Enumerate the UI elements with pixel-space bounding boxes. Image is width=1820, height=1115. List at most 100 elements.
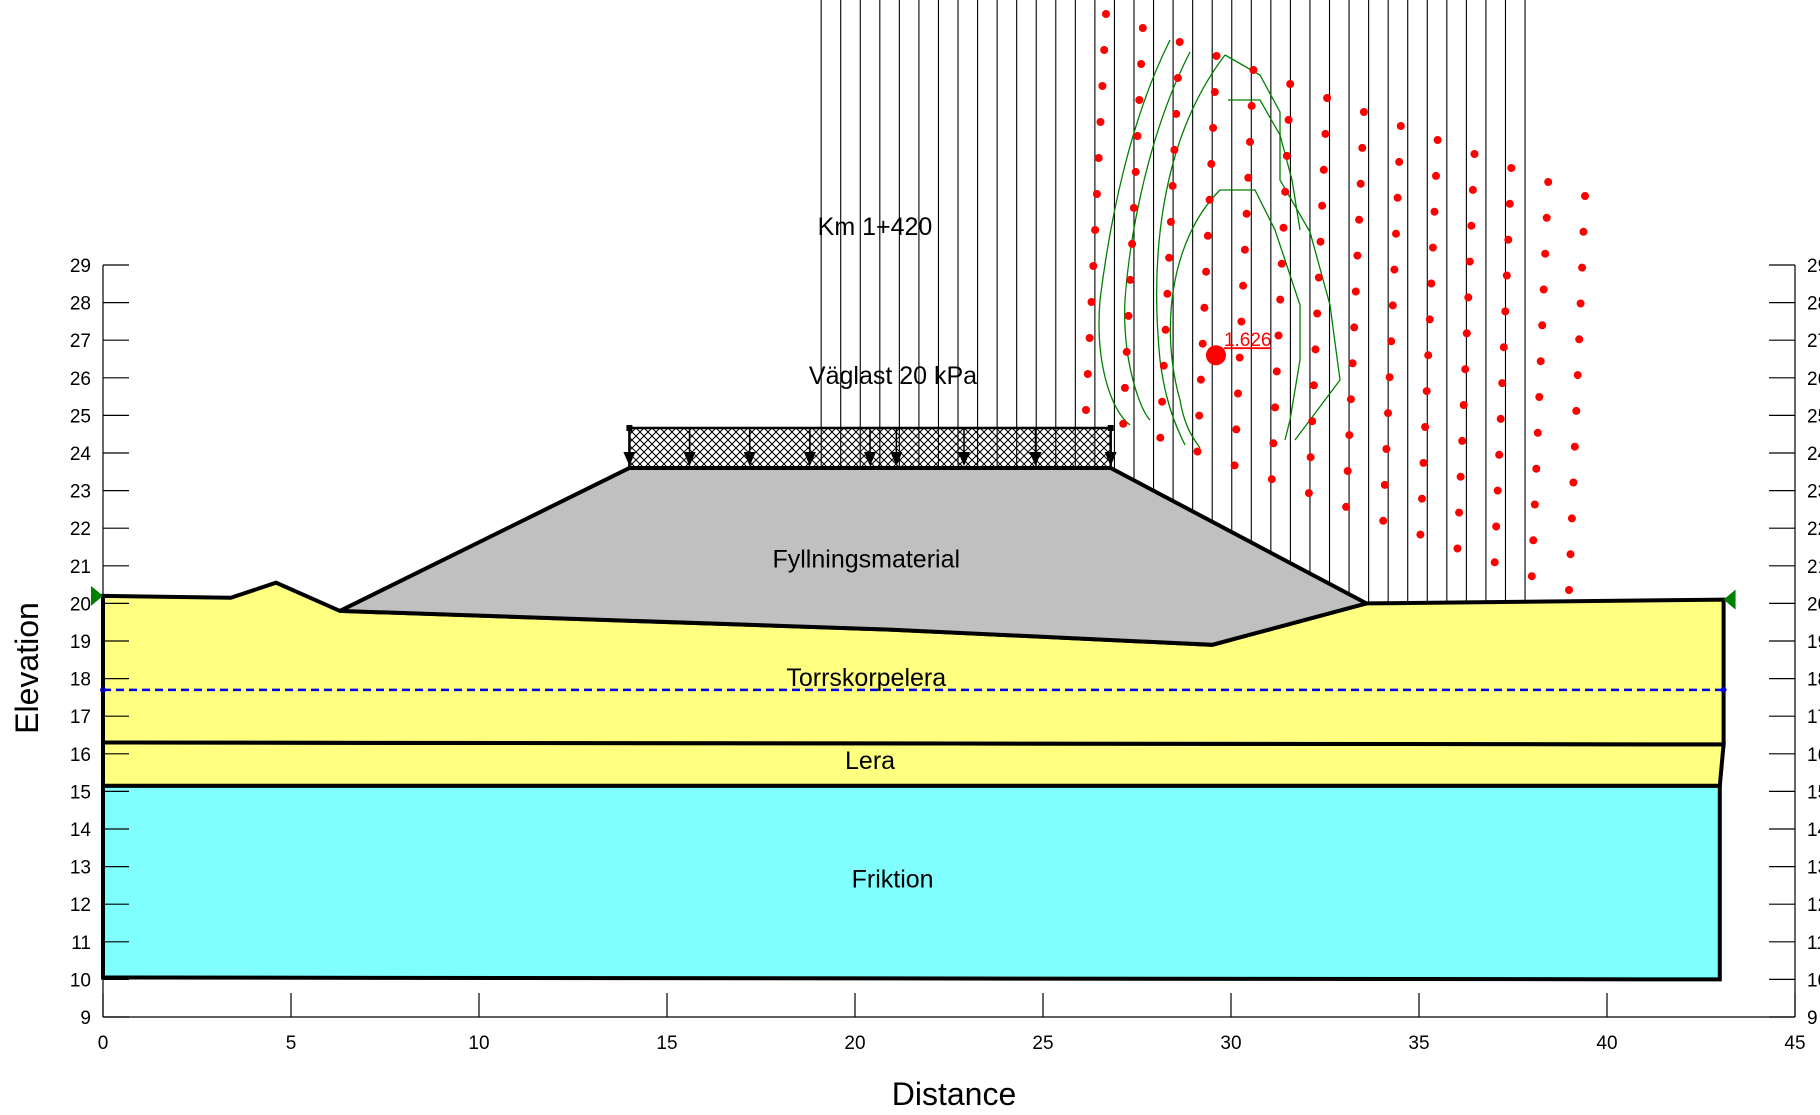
axes xyxy=(102,264,1796,1018)
grid-point xyxy=(1195,411,1204,420)
grid-point xyxy=(1459,401,1468,409)
grid-point xyxy=(1570,442,1579,451)
y-tick-label-left: 12 xyxy=(70,895,91,916)
y-tick-label-left: 28 xyxy=(70,294,91,315)
y-tick-label-right: 14 xyxy=(1807,820,1820,841)
grid-point xyxy=(1455,508,1464,517)
grid-point xyxy=(1532,464,1541,473)
grid-point xyxy=(1355,215,1364,224)
grid-point xyxy=(1346,395,1355,404)
grid-point xyxy=(1496,414,1505,423)
y-tick-label-left: 20 xyxy=(70,594,91,615)
grid-point xyxy=(1087,298,1096,306)
grid-point xyxy=(1462,329,1471,338)
grid-point xyxy=(1566,550,1575,559)
grid-point xyxy=(1230,461,1239,470)
label-friktion: Friktion xyxy=(852,865,934,893)
grid-point xyxy=(1458,436,1467,445)
y-tick-label-left: 11 xyxy=(71,933,91,954)
y-tick-label-right: 28 xyxy=(1807,294,1820,315)
grid-point xyxy=(1427,279,1436,288)
grid-point xyxy=(1286,80,1295,88)
grid-point xyxy=(1207,159,1216,168)
grid-point xyxy=(1342,502,1351,511)
grid-point xyxy=(1246,137,1254,146)
y-tick-label-left: 18 xyxy=(70,670,91,691)
grid-point xyxy=(1539,285,1548,294)
grid-point xyxy=(1102,10,1110,18)
grid-point xyxy=(1168,181,1177,190)
grid-point xyxy=(1323,94,1332,102)
grid-point xyxy=(1430,207,1439,216)
grid-point xyxy=(1579,227,1588,236)
grid-point xyxy=(1422,387,1431,396)
y-tick-label-right: 17 xyxy=(1807,707,1820,728)
grid-point xyxy=(1210,88,1219,96)
y-tick-label-left: 9 xyxy=(80,1008,91,1029)
grid-point xyxy=(1161,325,1170,334)
y-tick-label-right: 13 xyxy=(1807,858,1820,879)
grid-point xyxy=(1124,311,1133,320)
y-tick-label-right: 18 xyxy=(1807,670,1820,691)
y-tick-labels: 9 9 10 10 11 11 12 12 13 13 14 14 15 15 16 16 17 17 18 18 19… xyxy=(70,256,1820,1029)
grid-point xyxy=(1576,299,1585,308)
grid-point xyxy=(1356,179,1365,188)
grid-point xyxy=(1133,132,1142,140)
grid-point xyxy=(1345,431,1354,440)
grid-point xyxy=(1350,323,1359,332)
contour-line xyxy=(1156,54,1341,446)
grid-point xyxy=(1274,331,1283,340)
grid-point xyxy=(1507,164,1516,172)
grid-point xyxy=(1379,516,1388,525)
x-tick-label: 10 xyxy=(468,1033,489,1054)
grid-point xyxy=(1309,381,1318,390)
grid-point xyxy=(1247,101,1256,110)
y-tick-label-right: 9 xyxy=(1807,1008,1818,1029)
y-tick-label-right: 21 xyxy=(1807,557,1820,578)
y-tick-label-left: 26 xyxy=(70,369,91,390)
grid-point xyxy=(1200,303,1209,312)
grid-point xyxy=(1470,150,1479,158)
grid-point xyxy=(1424,351,1433,360)
label-fyllningsmaterial: Fyllningsmaterial xyxy=(772,546,960,574)
grid-point xyxy=(1094,154,1103,162)
load-arrow-head xyxy=(1029,452,1042,467)
grid-point xyxy=(1284,115,1293,124)
grid-point xyxy=(1159,361,1168,370)
grid-point xyxy=(1137,60,1146,68)
grid-point xyxy=(1311,345,1320,354)
grid-point xyxy=(1353,251,1362,260)
x-tick-label: 15 xyxy=(656,1033,677,1054)
boundary-marker-right xyxy=(1723,589,1736,610)
grid-point xyxy=(1172,109,1181,118)
grid-point xyxy=(1396,122,1405,130)
grid-point xyxy=(1419,458,1428,467)
grid-point xyxy=(1308,417,1317,426)
grid-point xyxy=(1498,379,1507,388)
grid-point xyxy=(1468,185,1477,194)
grid-point xyxy=(1527,572,1536,581)
grid-point xyxy=(1348,359,1357,368)
grid-point xyxy=(1156,433,1165,442)
grid-point xyxy=(1453,544,1462,553)
grid-point xyxy=(1085,334,1094,342)
grid-point xyxy=(1395,157,1404,166)
y-tick-label-right: 20 xyxy=(1807,594,1820,615)
grid-point xyxy=(1390,265,1399,274)
y-tick-label-left: 23 xyxy=(70,482,91,503)
grid-point xyxy=(1505,199,1514,208)
grid-point xyxy=(1272,367,1281,376)
grid-point xyxy=(1122,347,1131,356)
grid-point xyxy=(1542,213,1551,222)
load-arrows xyxy=(623,425,1117,467)
y-tick-label-left: 27 xyxy=(70,331,91,352)
load-arrow-head xyxy=(743,452,756,467)
x-tick-label: 45 xyxy=(1784,1033,1805,1054)
grid-point xyxy=(1343,467,1352,475)
grid-point xyxy=(1314,273,1323,282)
x-tick-label: 25 xyxy=(1032,1033,1053,1054)
grid-point xyxy=(1392,229,1400,238)
grid-point xyxy=(1193,447,1202,456)
slip-center-grid xyxy=(1082,10,1589,594)
